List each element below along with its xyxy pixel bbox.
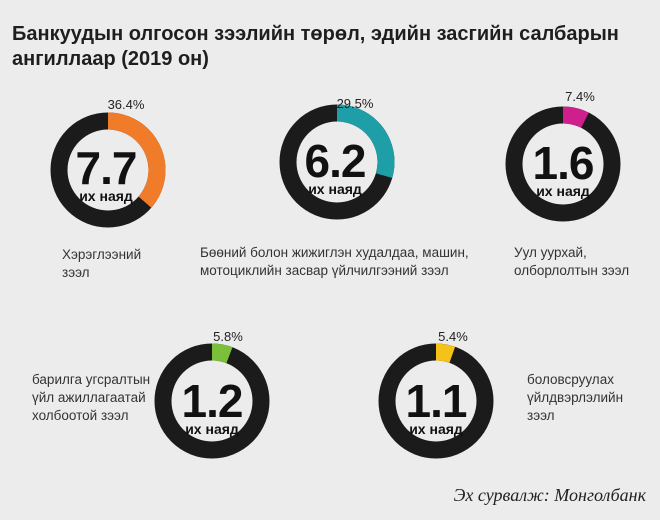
share-label: 29.5% xyxy=(336,96,374,111)
donut-share-arc xyxy=(107,112,166,208)
category-label: боловсруулах үйлдвэрлэлийн зээл xyxy=(527,372,624,423)
donut-construction-loan xyxy=(154,343,270,459)
donut-share-arc xyxy=(562,106,589,128)
category-label: Уул уурхай, олборлолтын зээл xyxy=(514,245,630,278)
donut-share-arc xyxy=(211,343,233,364)
value-label: 7.7 xyxy=(75,142,138,194)
unit-label: их наяд xyxy=(185,421,239,437)
unit-label: их наяд xyxy=(409,421,463,437)
unit-label: их наяд xyxy=(308,181,362,197)
value-label: 6.2 xyxy=(304,135,367,187)
category-label: Бөөний болон жижиглэн худалдаа, машин, м… xyxy=(200,245,469,278)
share-label: 36.4% xyxy=(107,97,145,112)
donut-mining-loan xyxy=(505,106,621,222)
share-label: 5.4% xyxy=(438,329,468,344)
donut-consumer-loan xyxy=(50,112,166,228)
donut-share-arc xyxy=(336,104,395,179)
donut-manufacturing-loan xyxy=(378,343,494,459)
value-label: 1.6 xyxy=(532,137,595,189)
unit-label: их наяд xyxy=(79,188,133,204)
unit-label: их наяд xyxy=(536,183,590,199)
category-label: Хэрэглээний зээл xyxy=(62,247,142,280)
share-label: 7.4% xyxy=(565,89,595,104)
source-note: Эх сурвалж: Монголбанк xyxy=(453,485,646,505)
share-label: 5.8% xyxy=(213,329,243,344)
chart-title: Банкуудын олгосон зээлийн төрөл, эдийн з… xyxy=(12,23,619,70)
category-label: барилга угсралтын үйл ажиллагаатай холбо… xyxy=(32,372,151,423)
value-label: 1.1 xyxy=(405,375,468,427)
value-label: 1.2 xyxy=(181,375,244,427)
donut-trade-loan xyxy=(279,104,395,220)
donut-share-arc xyxy=(435,343,456,363)
